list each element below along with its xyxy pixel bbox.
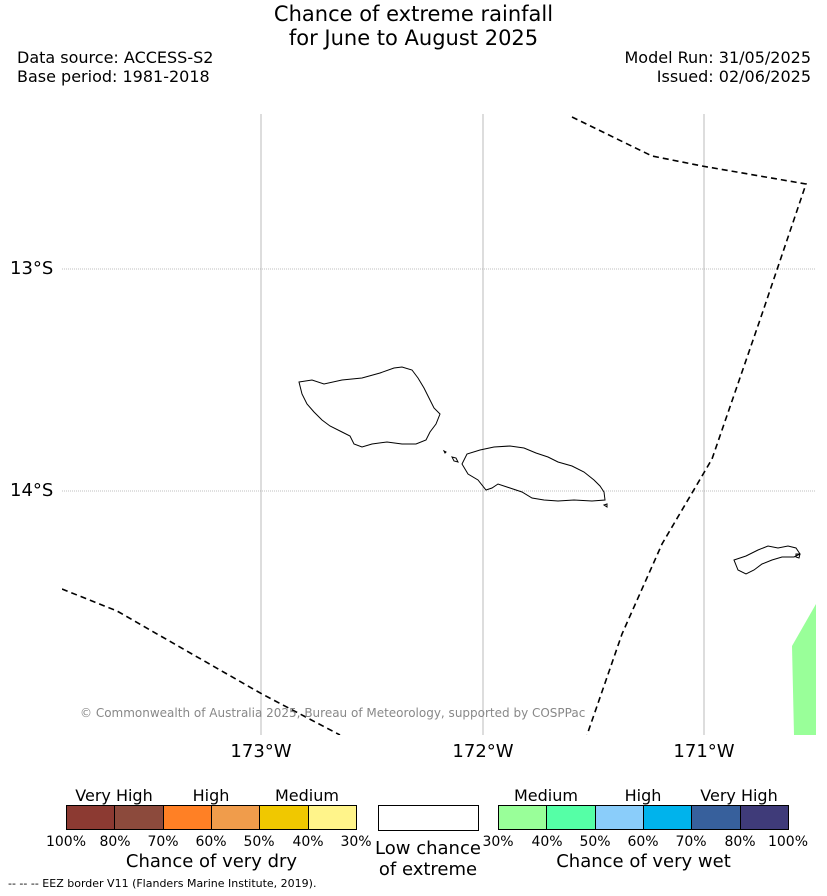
dry-segment-2 [115,806,164,829]
dry-tick: 80% [99,834,131,850]
title-line-1: Chance of extreme rainfall [273,2,554,26]
wet-colorbar [498,805,789,830]
wet-tick: 100% [767,834,809,850]
map-canvas [62,114,816,735]
base-period: Base period: 1981-2018 [17,67,210,86]
low-chance-line-2: of extreme [378,859,478,880]
wet-segment-2 [547,806,596,829]
wet-category-high: High [624,786,662,805]
dry-tick: 60% [195,834,227,850]
dry-colorbar [66,805,357,830]
islet-manono [451,456,459,463]
dry-category-high: High [192,786,230,805]
dry-segment-6 [308,806,356,829]
wet-segment-4 [643,806,693,829]
dry-tick: 40% [292,834,324,850]
island-upolu [461,445,606,502]
wet-segment-3 [595,806,644,829]
eez-border [62,116,808,735]
coastlines [298,366,801,575]
eez-line-northeast [571,116,808,735]
low-chance-swatch [378,805,479,831]
lat-label-13s: 13°S [10,258,54,279]
island-savaii [298,366,441,448]
islet-east [602,503,608,508]
wet-segment-1 [499,806,548,829]
dry-tick: 50% [243,834,275,850]
dry-segment-5 [260,806,309,829]
issued-date: Issued: 02/06/2025 [656,67,811,86]
wet-segment-5 [692,806,741,829]
dry-segment-4 [211,806,261,829]
source-info: Data source: ACCESS-S2 Base period: 1981… [17,48,213,86]
title-line-2: for June to August 2025 [288,26,539,50]
low-chance-label: Low chance of extreme [368,838,488,880]
dry-tick: 100% [45,834,87,850]
data-source: Data source: ACCESS-S2 [17,48,214,67]
lon-label-171w: 171°W [673,741,735,762]
dry-category-medium: Medium [275,786,339,805]
eez-footnote: -- -- -- EEZ border V11 (Flanders Marine… [8,877,317,890]
islet-aunuu [795,553,801,559]
wet-tick: 60% [627,834,659,850]
islet-apolima [442,449,447,454]
wet-tick: 40% [531,834,563,850]
wet-category-very-high: Very High [700,786,778,805]
dry-legend-label: Chance of very dry [125,851,298,872]
wet-tick: 50% [579,834,611,850]
dry-segment-1 [67,806,116,829]
map-title: Chance of extreme rainfall for June to A… [0,2,827,50]
copyright-notice: © Commonwealth of Australia 2025, Bureau… [80,706,586,720]
graticule [62,114,816,735]
dry-category-very-high: Very High [75,786,153,805]
eez-line-southwest [62,588,341,735]
wet-legend-label: Chance of very wet [556,851,731,872]
low-chance-line-1: Low chance [375,838,481,859]
run-info: Model Run: 31/05/2025 Issued: 02/06/2025 [625,48,812,86]
wet-tick: 70% [675,834,707,850]
lat-label-14s: 14°S [10,480,54,501]
dry-tick: 70% [147,834,179,850]
wet-category-medium: Medium [514,786,578,805]
dry-tick: 30% [340,834,372,850]
wet-tick: 30% [482,834,514,850]
dry-segment-3 [163,806,212,829]
lon-label-173w: 173°W [230,741,292,762]
model-run: Model Run: 31/05/2025 [624,48,812,67]
wet-shading-area [792,604,816,735]
lon-label-172w: 172°W [452,741,514,762]
island-tutuila [733,545,801,575]
wet-tick: 80% [724,834,756,850]
wet-segment-6 [740,806,788,829]
